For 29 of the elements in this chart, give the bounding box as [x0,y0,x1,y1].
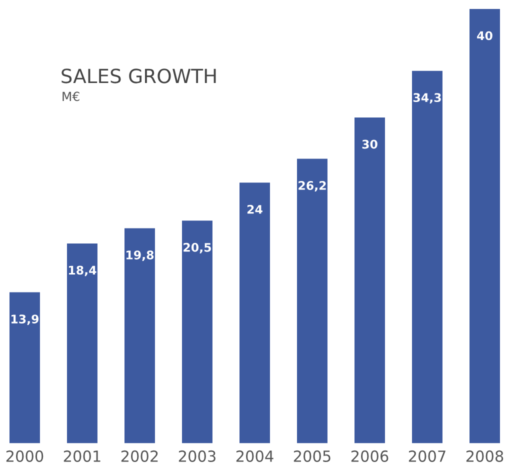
text: M€ [62,92,80,102]
data-label: 30 [362,140,378,149]
data-label: 34,3 [413,93,441,104]
bar [66,243,98,444]
bar [297,158,328,444]
x-tick-label: 2008 [466,450,504,462]
x-tick-label: 2007 [408,450,446,462]
bar [240,182,270,444]
x-tick-label: 2004 [236,450,274,462]
data-label: 18,4 [68,266,96,276]
bar [9,292,40,444]
bar [412,70,442,444]
x-tick-label: 2002 [121,450,158,462]
data-label: 20,5 [184,242,211,254]
bar [182,220,212,444]
data-label: 24 [247,204,262,214]
x-tick-label: 2001 [64,450,100,462]
x-tick-label: 2003 [178,450,216,462]
text: SALES GROWTH [62,68,216,84]
data-label: 19,8 [126,250,154,261]
bar [124,228,155,444]
bar [470,8,500,444]
x-tick-label: 2000 [6,450,44,462]
x-tick-label: 2006 [351,450,388,462]
data-label: 13,9 [11,314,39,326]
data-label: 40 [477,31,492,40]
x-tick-label: 2005 [294,450,330,462]
data-label: 26,2 [298,181,326,192]
bar [354,118,385,444]
